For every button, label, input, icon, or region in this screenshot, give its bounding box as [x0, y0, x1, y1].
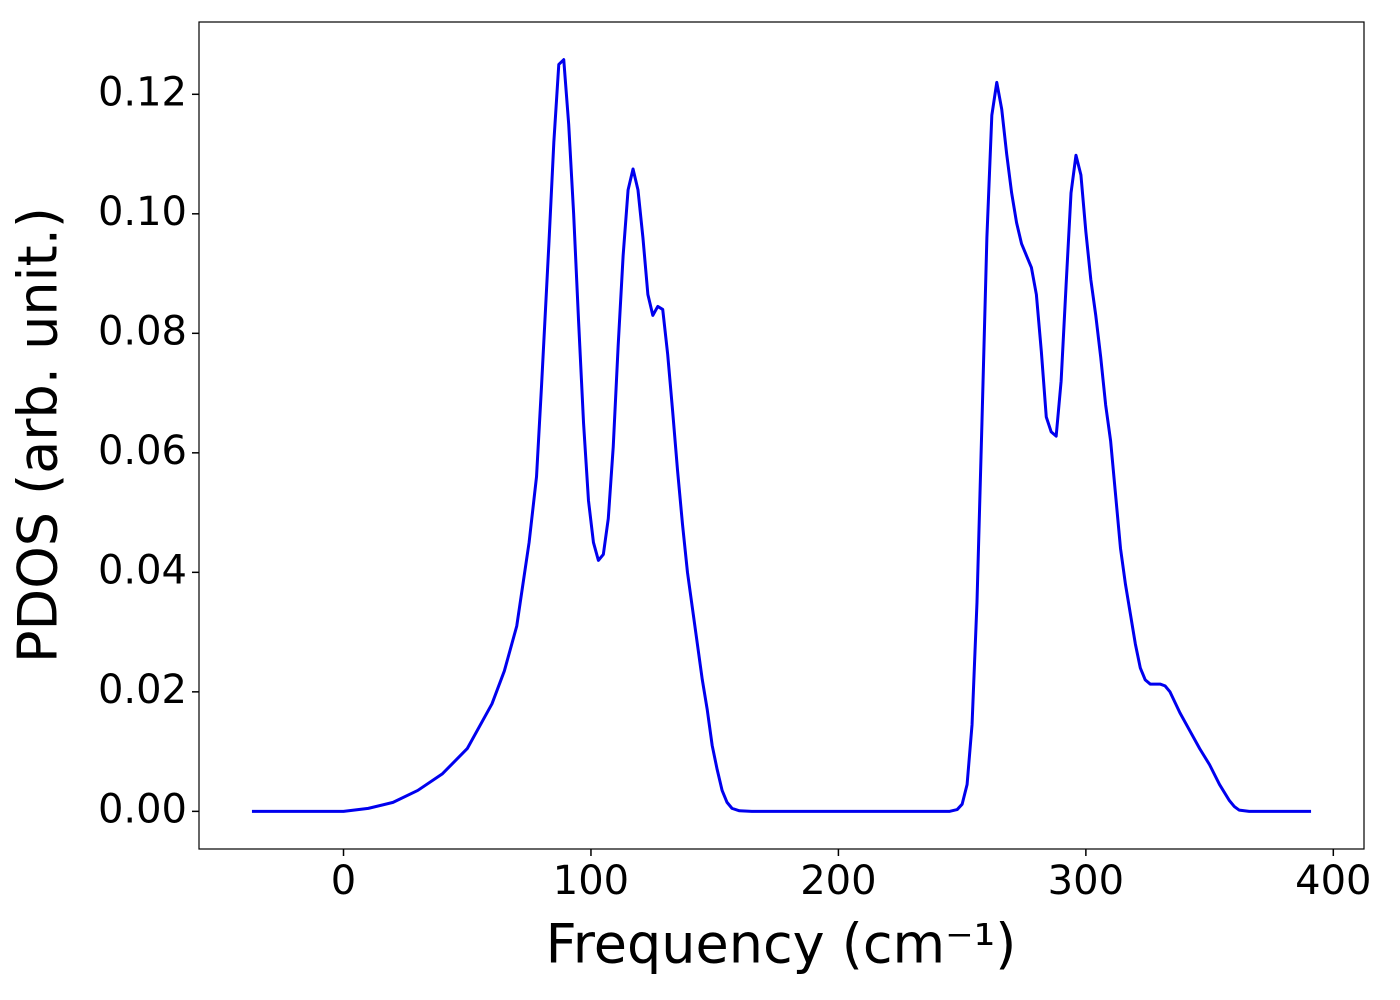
x-tick-label: 100 — [553, 858, 629, 904]
y-tick-label: 0.02 — [98, 667, 187, 713]
y-tick-label: 0.10 — [98, 189, 187, 235]
y-tick-label: 0.00 — [98, 786, 187, 832]
y-tick-label: 0.12 — [98, 69, 187, 115]
x-tick-label: 200 — [800, 858, 876, 904]
plot-frame — [198, 21, 1365, 850]
x-axis-label: Frequency (cm⁻¹) — [546, 913, 1017, 976]
y-tick-label: 0.08 — [98, 308, 187, 354]
x-tick-label: 300 — [1048, 858, 1124, 904]
y-tick-label: 0.04 — [98, 547, 187, 593]
y-tick-label: 0.06 — [98, 428, 187, 474]
line — [251, 58, 1312, 813]
x-tick-label: 0 — [331, 858, 356, 904]
x-tick-label: 400 — [1295, 858, 1371, 904]
y-axis-label: PDOS (arb. unit.) — [7, 207, 70, 663]
